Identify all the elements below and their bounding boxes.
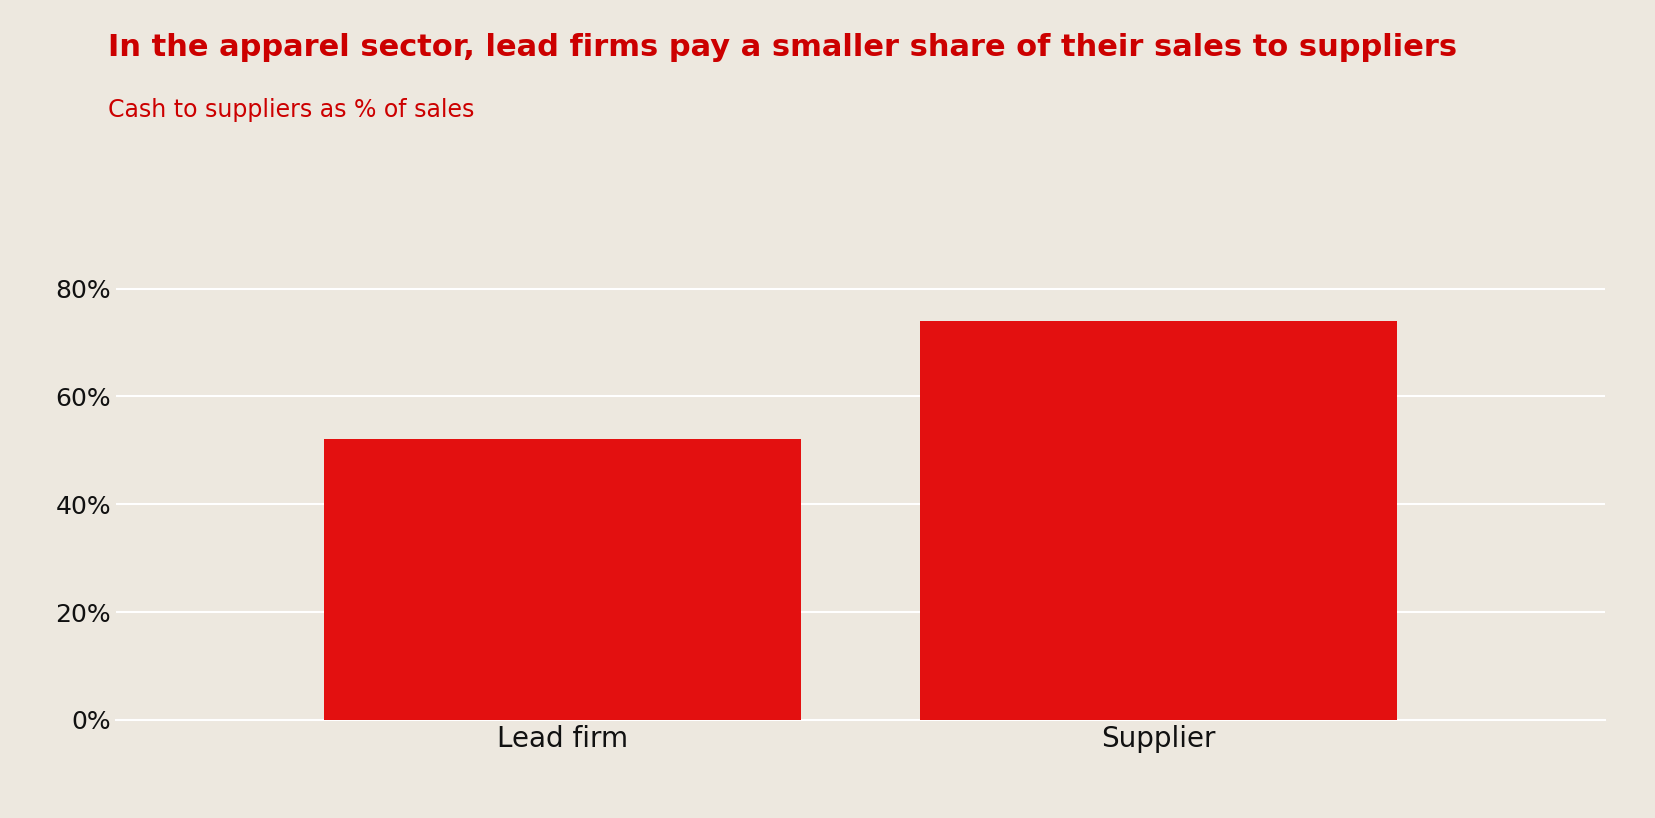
Text: In the apparel sector, lead firms pay a smaller share of their sales to supplier: In the apparel sector, lead firms pay a …	[108, 33, 1456, 61]
Text: Cash to suppliers as % of sales: Cash to suppliers as % of sales	[108, 98, 473, 122]
Bar	[324, 439, 801, 720]
Bar	[920, 321, 1397, 720]
